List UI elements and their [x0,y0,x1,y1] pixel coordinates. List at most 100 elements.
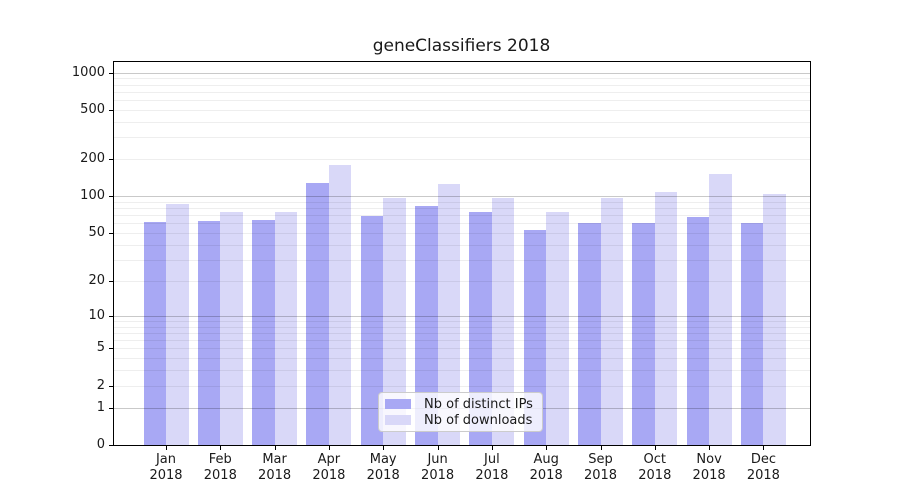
gridline-minor [114,370,810,372]
y-tick-label: 20 [88,272,105,288]
x-tick-mark [546,446,548,450]
x-tick-label: May 2018 [351,452,415,484]
bar-distinct-ips [469,212,492,445]
x-tick-label: Sep 2018 [569,452,633,484]
gridline-major [114,72,810,74]
x-tick-label-line: 2018 [149,468,183,483]
gridline-minor [114,137,810,139]
bar-distinct-ips [360,216,384,445]
y-tick-mark [109,407,113,409]
spine-bottom [113,445,811,446]
x-tick-label: Feb 2018 [188,452,252,484]
gridline-minor [114,223,810,225]
x-tick-label: Mar 2018 [243,452,307,484]
x-tick-label: Nov 2018 [677,452,741,484]
gridline-major [114,315,810,317]
x-tick-mark [437,446,439,450]
x-tick-mark [654,446,656,450]
y-tick-mark [109,385,113,387]
x-tick-label-line: 2018 [746,468,780,483]
legend: Nb of distinct IPs Nb of downloads [378,392,543,432]
x-tick-label-line: Jan [155,452,177,467]
y-tick-label: 100 [80,188,105,204]
x-tick-mark [491,446,493,450]
y-tick-mark [109,315,113,317]
gridline-minor [114,259,810,261]
gridline-minor [114,84,810,86]
bar-downloads [491,197,515,445]
bar-distinct-ips [143,221,166,445]
y-tick-mark [109,348,113,350]
x-tick-label-line: Mar [262,452,287,467]
x-tick-label-line: 2018 [475,468,509,483]
gridline-minor [114,348,810,350]
x-tick-label-line: 2018 [638,468,672,483]
bar-distinct-ips [252,220,275,445]
chart-title: geneClassifiers 2018 [372,36,551,56]
gridline-minor [114,326,810,328]
gridline-minor [114,385,810,387]
legend-swatch [385,399,411,409]
x-tick-label: Jun 2018 [406,452,470,484]
x-tick-label-line: 2018 [529,468,563,483]
x-tick-label-line: Oct [643,452,667,467]
bar-distinct-ips [415,206,438,445]
x-tick-label-line: Aug [533,452,559,467]
x-tick-label: Jan 2018 [134,452,198,484]
y-tick-label: 500 [80,101,105,117]
y-tick-mark [109,280,113,282]
bar-downloads [709,174,732,445]
bar-distinct-ips [197,220,221,445]
y-tick-label: 50 [88,225,105,241]
x-tick-label-line: 2018 [366,468,400,483]
y-tick-label: 2 [96,377,105,393]
spine-top [113,61,811,62]
y-tick-label: 0 [96,437,105,452]
bar-distinct-ips [632,223,655,445]
gridline-minor [114,121,810,123]
y-tick-mark [109,445,113,446]
gridline-minor [114,233,810,235]
x-tick-mark [600,446,602,450]
bar-distinct-ips [523,230,547,445]
gridline-minor [114,100,810,102]
bar-distinct-ips [578,222,601,445]
x-tick-label-line: May [369,452,397,467]
x-tick-mark [383,446,385,450]
bar-distinct-ips [740,222,764,445]
legend-swatch [385,415,411,425]
y-tick-label: 1 [96,399,105,415]
x-tick-label-line: 2018 [258,468,292,483]
x-tick-mark [220,446,222,450]
bar-downloads [600,198,623,445]
x-tick-label-line: Feb [208,452,232,467]
gridline-minor [114,340,810,342]
legend-label: Nb of distinct IPs [424,396,533,412]
y-tick-label: 200 [80,151,105,167]
bar-downloads [166,203,189,445]
x-tick-mark [274,446,276,450]
bar-downloads [383,197,406,445]
gridline-minor [114,244,810,246]
x-tick-label: Aug 2018 [514,452,578,484]
bar-downloads [546,211,569,445]
x-tick-label: Oct 2018 [623,452,687,484]
gridline-minor [114,91,810,93]
x-tick-mark [166,446,167,450]
x-tick-label-line: Jul [484,452,500,467]
y-tick-label: 5 [96,340,105,356]
x-tick-label-line: Sep [588,452,613,467]
bar-downloads [274,211,298,445]
x-tick-label-line: Nov [696,452,722,467]
x-tick-label-line: Dec [750,452,776,467]
x-tick-mark [328,446,330,450]
y-tick-mark [109,109,113,111]
x-tick-label-line: 2018 [692,468,726,483]
x-tick-label-line: Apr [317,452,341,467]
x-tick-label-line: 2018 [312,468,346,483]
spine-right [810,61,811,446]
bar-downloads [220,212,243,445]
legend-item-downloads: Nb of downloads [385,412,534,428]
x-tick-label-line: Jun [427,452,448,467]
y-tick-mark [109,196,113,198]
